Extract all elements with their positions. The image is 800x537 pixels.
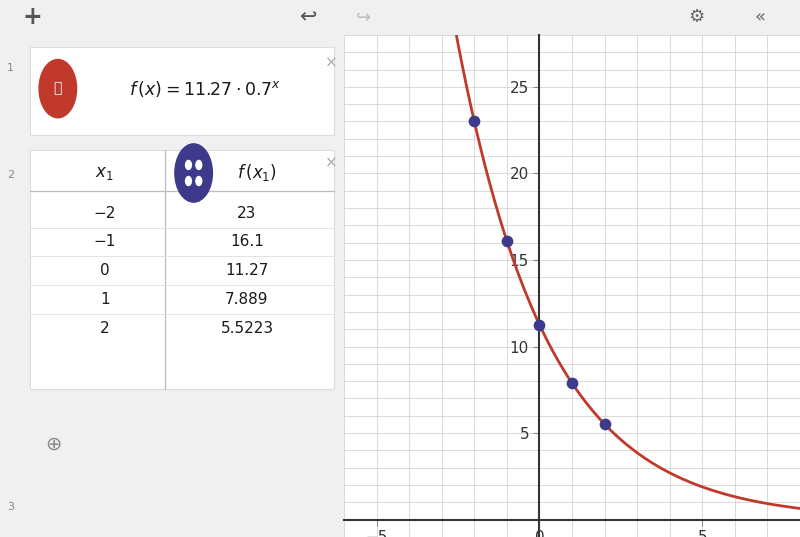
Circle shape <box>186 177 191 185</box>
Text: 16.1: 16.1 <box>230 234 264 249</box>
Text: $f\,(x_1)$: $f\,(x_1)$ <box>237 163 277 184</box>
Text: «: « <box>754 9 766 26</box>
Point <box>598 420 611 429</box>
Text: 2: 2 <box>100 321 110 336</box>
Text: −1: −1 <box>94 234 116 249</box>
Circle shape <box>196 177 202 185</box>
FancyBboxPatch shape <box>30 150 334 389</box>
Circle shape <box>196 161 202 170</box>
Text: 23: 23 <box>238 206 257 221</box>
FancyBboxPatch shape <box>30 47 334 135</box>
Circle shape <box>39 60 77 118</box>
Text: $f\,(x) = 11.27 \cdot 0.7^{x}$: $f\,(x) = 11.27 \cdot 0.7^{x}$ <box>129 78 281 99</box>
Text: −2: −2 <box>94 206 116 221</box>
Text: 3: 3 <box>7 502 14 512</box>
Circle shape <box>186 161 191 170</box>
Text: 2: 2 <box>6 170 14 180</box>
Point <box>501 237 514 245</box>
Point <box>533 320 546 329</box>
Text: 11.27: 11.27 <box>226 263 269 278</box>
Text: 5.5223: 5.5223 <box>221 321 274 336</box>
Text: 7.889: 7.889 <box>226 292 269 307</box>
Text: ⊕: ⊕ <box>45 434 61 454</box>
Circle shape <box>175 144 212 202</box>
Text: ⚙: ⚙ <box>688 9 704 26</box>
Text: 𝒩: 𝒩 <box>54 82 62 96</box>
Text: 1: 1 <box>100 292 110 307</box>
Text: ↪: ↪ <box>357 9 371 26</box>
Text: 0: 0 <box>100 263 110 278</box>
Text: ×: × <box>325 155 338 170</box>
Text: ↩: ↩ <box>299 8 317 27</box>
Point <box>566 379 578 387</box>
Point <box>468 117 481 126</box>
Text: ×: × <box>325 55 338 70</box>
Text: 1: 1 <box>7 62 14 72</box>
Text: +: + <box>22 5 42 30</box>
Text: $x_1$: $x_1$ <box>95 164 114 182</box>
